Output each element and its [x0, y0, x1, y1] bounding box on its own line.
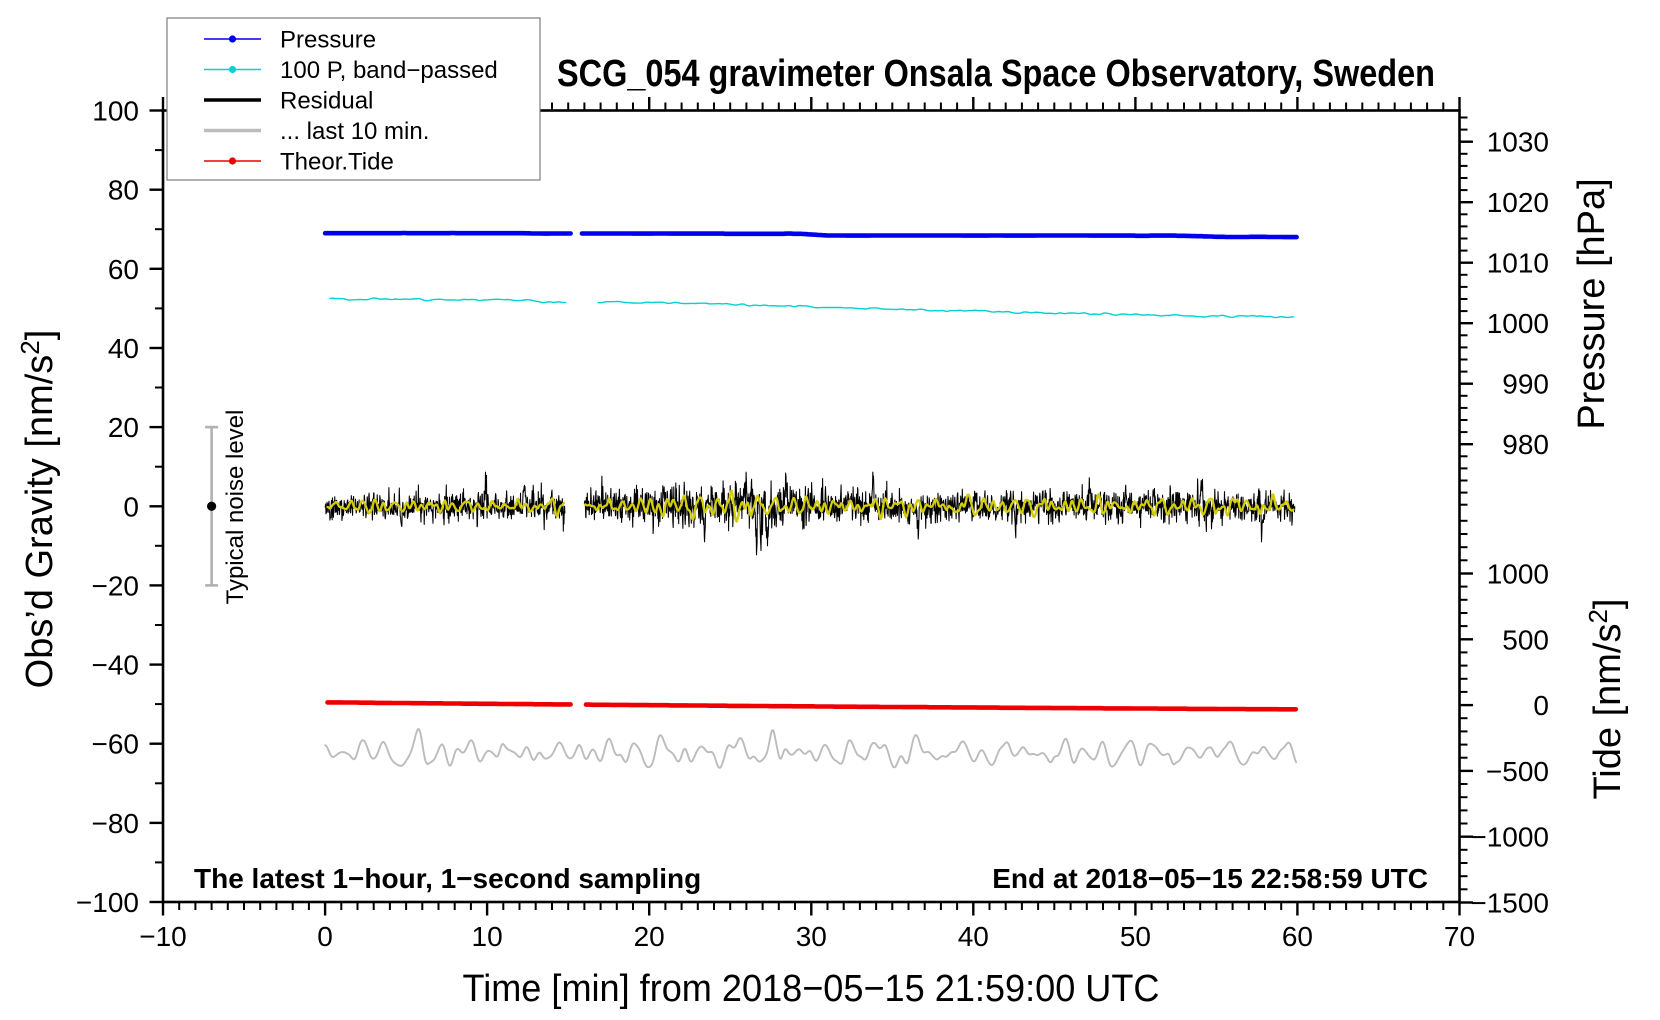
x-tick-label: 70: [1444, 921, 1475, 952]
legend-item-label: 100 P, band−passed: [280, 57, 498, 84]
gravity-tick-label: 80: [108, 175, 139, 206]
legend-dot-sample: [228, 65, 237, 74]
legend-item-label: Pressure: [280, 27, 376, 54]
x-tick-label: 30: [796, 921, 827, 952]
x-tick-label: −10: [139, 921, 187, 952]
gravity-axis-title: Obs’d Gravity [nm/s2]: [15, 330, 61, 689]
series-pressure: [322, 230, 573, 236]
tide-tick-label: 500: [1502, 624, 1549, 655]
x-tick-label: 0: [317, 921, 333, 952]
series-theoretical-tide: [325, 700, 573, 707]
pressure-tick-label: 990: [1502, 369, 1549, 400]
gravity-tick-label: −60: [92, 729, 140, 760]
tide-axis-title-close: ]: [1587, 598, 1629, 609]
plot-title: SCG_054 gravimeter Onsala Space Observat…: [557, 53, 1435, 95]
noise-marker-label: Typical noise level: [222, 410, 249, 605]
end-time-annotation: End at 2018−05−15 22:58:59 UTC: [992, 863, 1428, 894]
x-tick-label: 50: [1120, 921, 1151, 952]
noise-level-dot: [207, 501, 217, 511]
x-tick-label: 20: [634, 921, 665, 952]
legend-item-5: Theor.Tide: [204, 149, 394, 176]
series-theoretical-tide: [583, 702, 1299, 712]
plot-frame: [161, 109, 1461, 904]
pressure-tick-label: 1010: [1487, 248, 1549, 279]
x-tick-label: 40: [958, 921, 989, 952]
series-pressure: [579, 231, 1299, 240]
tide-tick-label: 0: [1533, 690, 1549, 721]
tide-axis-title-sup: 2: [1583, 609, 1613, 623]
legend-item-4: ... last 10 min.: [204, 118, 429, 145]
x-tick-label: 10: [472, 921, 503, 952]
axis-ticks: [149, 97, 1473, 916]
data-series: [322, 230, 1299, 769]
tide-tick-label: −1500: [1470, 888, 1549, 919]
series-residual-smoothed: [584, 489, 1295, 523]
gravity-axis-title-close: ]: [19, 330, 61, 341]
gravity-tick-label: 40: [108, 333, 139, 364]
series-pressure-band-passed: [329, 297, 567, 304]
tide-tick-label: −500: [1486, 756, 1549, 787]
legend-item-label: Residual: [280, 88, 373, 115]
x-tick-label: 60: [1282, 921, 1313, 952]
series-residual: [583, 471, 1296, 556]
noise-level-marker: [205, 425, 219, 587]
plot-border: [161, 109, 1461, 904]
tide-tick-label: −1000: [1470, 822, 1549, 853]
x-axis-title: Time [min] from 2018−05−15 21:59:00 UTC: [463, 968, 1160, 1010]
legend-item-1: Pressure: [204, 27, 376, 54]
gravity-tick-label: −20: [92, 570, 140, 601]
gravity-tick-label: −40: [92, 650, 140, 681]
legend: Pressure 100 P, band−passed Residual ... la…: [166, 17, 541, 181]
legend-item-label: ... last 10 min.: [280, 118, 429, 145]
pressure-axis-title: Pressure [hPa]: [1571, 178, 1613, 429]
pressure-tick-label: 1020: [1487, 187, 1549, 218]
pressure-tick-label: 1030: [1487, 127, 1549, 158]
gravity-tick-label: 20: [108, 412, 139, 443]
series-residual-last-10-min: [324, 728, 1298, 769]
tide-axis-title-main: Tide [nm/s: [1587, 624, 1629, 800]
gravity-tick-label: −80: [92, 808, 140, 839]
tide-axis-title: Tide [nm/s2]: [1583, 598, 1629, 799]
legend-dot-sample: [228, 35, 237, 43]
gravity-tick-label: −100: [76, 887, 139, 918]
legend-item-label: Theor.Tide: [280, 149, 394, 176]
gravity-axis-title-sup: 2: [15, 340, 45, 354]
gravity-axis-title-main: Obs’d Gravity [nm/s: [19, 355, 61, 689]
series-pressure-band-passed: [597, 300, 1295, 319]
axis-tick-labels: −10 0 10 20 30 40 50 60 70100806040200−20−40−60−…: [76, 96, 1549, 953]
legend-dot-sample: [228, 157, 237, 165]
gravity-tick-label: 60: [108, 254, 139, 285]
gravity-tick-label: 0: [123, 491, 139, 522]
legend-item-3: Residual: [204, 88, 373, 115]
tide-tick-label: 1000: [1487, 559, 1549, 590]
sampling-annotation: The latest 1−hour, 1−second sampling: [194, 863, 701, 894]
legend-item-2: 100 P, band−passed: [204, 57, 498, 84]
series-residual-smoothed: [326, 497, 566, 518]
gravity-tick-label: 100: [92, 96, 139, 127]
pressure-tick-label: 1000: [1487, 308, 1549, 339]
pressure-tick-label: 980: [1502, 429, 1549, 460]
